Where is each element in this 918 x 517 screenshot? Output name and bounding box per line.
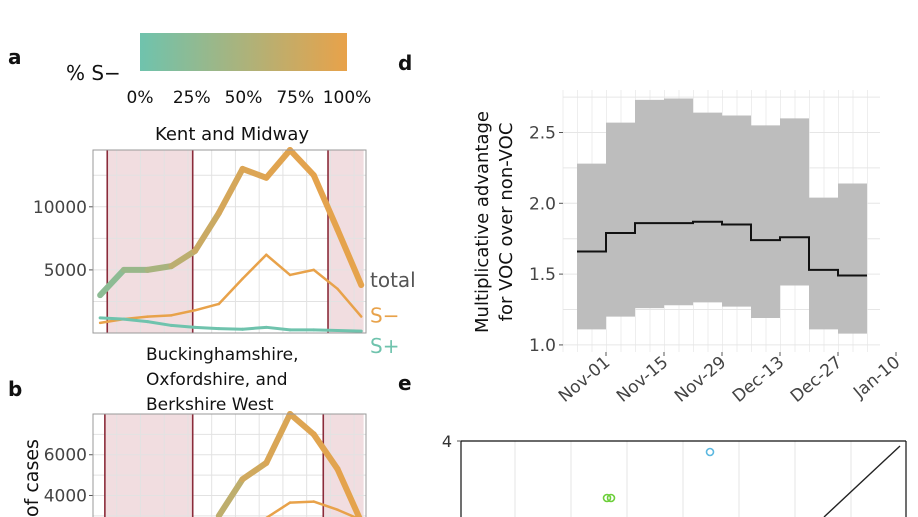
series-s-minus-segment: [241, 253, 268, 280]
series-end-label: total: [370, 268, 416, 292]
y-tick-label: 2.5: [529, 123, 556, 143]
y-tick-label: 6000: [44, 446, 87, 466]
plot-border: [92, 149, 367, 334]
legend-ticks: 0% 25% 50% 75% 100%: [127, 88, 372, 108]
series-total-segment: [239, 165, 270, 181]
panel-a-title: Kent and Midway: [155, 124, 309, 145]
series-s-plus-segment: [336, 328, 363, 333]
series-total-segment: [192, 210, 222, 254]
series-s-minus-segment: [336, 508, 358, 517]
series-total-segment: [263, 411, 294, 466]
shaded-period: [323, 414, 364, 517]
panel-label-b: b: [8, 377, 22, 401]
panel-d-ylabel-line-1: Multiplicative advantage: [472, 111, 493, 333]
legend-tick-label: 0%: [127, 88, 154, 108]
series-s-minus-segment: [312, 268, 339, 291]
panel-d-ylabel-line-2: for VOC over non-VOC: [496, 123, 517, 322]
panel-b-title-line-2: Oxfordshire, and: [146, 370, 288, 390]
y-tick-label: 10000: [33, 198, 87, 218]
shaded-period: [107, 150, 193, 333]
panel-d-plot: 1.0 1.5 2.0 2.5 Nov-01Nov-15Nov-29Dec-13Dec-…: [529, 90, 904, 407]
color-legend: % S− 0% 25% 50% 75% 100%: [66, 33, 371, 108]
panel-label-a: a: [8, 45, 22, 69]
series-end-label: S+: [370, 334, 399, 358]
series-s-minus-segment: [288, 500, 316, 504]
series-total-segment: [334, 226, 365, 289]
series-total-segment: [310, 431, 341, 472]
y-tick-label: 4: [442, 432, 452, 451]
x-tick-label: Jan-10: [849, 353, 904, 404]
series-total-segment: [239, 459, 270, 483]
panel-b-title-line-1: Buckinghamshire,: [146, 345, 299, 365]
series-total-segment: [263, 147, 294, 181]
panel-e-plot: 4: [442, 432, 907, 517]
series-s-plus-segment: [312, 328, 340, 332]
series-total-segment: [215, 165, 246, 217]
series-total-segment: [287, 147, 317, 179]
series-s-plus-segment: [98, 316, 126, 321]
series-s-plus-segment: [241, 325, 268, 331]
series-total-segment: [215, 476, 246, 517]
panel-b-title-line-3: Berkshire West: [146, 395, 274, 415]
series-total-segment: [97, 266, 127, 299]
x-tick-label: Dec-27: [787, 353, 846, 407]
panel-b-chart: Buckinghamshire, Oxfordshire, and Berksh…: [21, 345, 367, 517]
legend-colorbar: [140, 33, 347, 71]
legend-tick-label: 50%: [225, 88, 263, 108]
x-tick-label: Nov-29: [671, 353, 730, 407]
series-s-minus-segment: [336, 287, 363, 318]
series-s-plus-segment: [217, 327, 245, 331]
panel-label-e: e: [398, 371, 412, 395]
legend-tick-label: 75%: [276, 88, 314, 108]
series-s-plus-segment: [122, 317, 150, 324]
panel-a-chart: Kent and Midway 5000 10000 total S− S+: [33, 124, 416, 358]
x-tick-label: Nov-15: [613, 353, 672, 407]
series-total-segment: [144, 263, 175, 273]
legend-tick-label: 100%: [323, 88, 372, 108]
series-s-minus-segment: [265, 253, 292, 277]
series-s-minus-segment: [146, 314, 173, 318]
series-end-label: S−: [370, 304, 399, 328]
scatter-point: [602, 493, 612, 503]
y-tick-label: 5000: [44, 261, 87, 281]
x-tick-label: Nov-01: [555, 353, 614, 407]
estimate-step-line: [577, 220, 867, 277]
y-tick-label: 4000: [44, 486, 87, 506]
y-tick-label: 1.0: [529, 336, 556, 356]
plot-border: [92, 413, 367, 517]
y-tick-label: 1.5: [529, 265, 556, 285]
panel-b-plot: 4000 6000: [44, 411, 367, 517]
y-tick-label: 2.0: [529, 194, 556, 214]
series-s-minus-segment: [265, 501, 292, 517]
panel-b-ylabel: of cases: [21, 439, 43, 517]
panel-a-plot: 5000 10000 total S− S+: [33, 147, 416, 358]
x-tick-label: Dec-13: [729, 353, 788, 407]
legend-title: % S−: [66, 61, 121, 85]
panel-label-d: d: [398, 51, 412, 75]
series-total-segment: [287, 411, 317, 438]
series-s-plus-segment: [193, 325, 221, 331]
series-total-segment: [334, 466, 363, 517]
confidence-band: [577, 98, 867, 334]
panel-d-chart: Multiplicative advantage for VOC over no…: [472, 90, 904, 407]
series-s-minus-segment: [193, 302, 221, 312]
series-s-plus-segment: [146, 320, 173, 327]
series-s-minus-segment: [217, 277, 244, 306]
shaded-period: [104, 414, 193, 517]
legend-tick-label: 25%: [173, 88, 211, 108]
panel-e-chart: 4: [442, 432, 907, 517]
series-s-plus-segment: [264, 325, 292, 332]
scatter-point: [606, 493, 616, 503]
series-s-plus-segment: [169, 323, 197, 329]
series-s-minus-segment: [312, 500, 339, 511]
series-s-minus-segment: [288, 268, 316, 277]
scatter-point: [705, 447, 715, 457]
series-s-minus-segment: [170, 309, 197, 317]
series-total-segment: [168, 247, 199, 270]
identity-line: [823, 445, 901, 517]
series-total-segment: [310, 172, 341, 233]
